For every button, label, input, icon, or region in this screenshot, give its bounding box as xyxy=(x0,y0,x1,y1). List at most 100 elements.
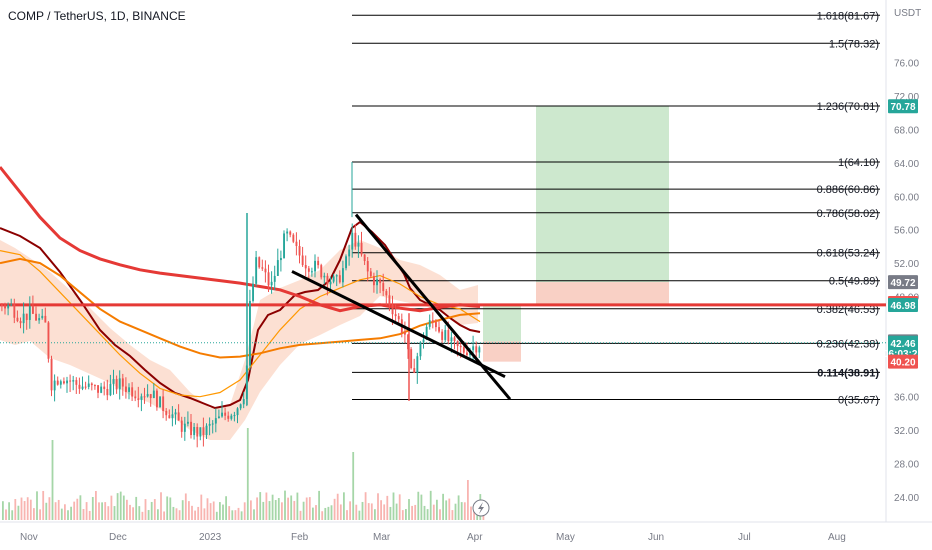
lightning-icon-bolt xyxy=(478,502,484,514)
volume-bar xyxy=(107,506,110,520)
volume-bar xyxy=(54,502,57,520)
volume-bar xyxy=(110,495,113,520)
volume-bar xyxy=(442,493,444,520)
stop-zone xyxy=(536,282,669,306)
volume-bar xyxy=(383,504,386,520)
candle-body xyxy=(50,358,53,391)
candle-body xyxy=(422,339,425,343)
volume-bar xyxy=(243,502,246,520)
volume-bar xyxy=(172,506,175,520)
series-ma-orange xyxy=(0,257,481,359)
price-badge-label: 40.20 xyxy=(890,358,915,369)
candle-body xyxy=(190,421,192,436)
volume-bar xyxy=(364,492,367,520)
volume-bar xyxy=(318,490,320,520)
time-axis-tick: 2023 xyxy=(199,532,222,543)
candle-body xyxy=(462,347,465,353)
candle-body xyxy=(438,327,440,332)
price-axis-tick: 64.00 xyxy=(894,159,919,170)
volume-bar xyxy=(250,500,252,520)
volume-bar xyxy=(432,504,435,520)
volume-bar xyxy=(225,496,227,520)
volume-bar xyxy=(203,508,206,520)
candle-body xyxy=(233,415,236,417)
price-axis-unit: USDT xyxy=(894,8,921,19)
volume-bar xyxy=(237,507,240,520)
baseline-line xyxy=(0,220,481,410)
volume-bar xyxy=(395,503,398,520)
volume-bar xyxy=(76,498,79,520)
volume-bar xyxy=(88,510,91,520)
candle-body xyxy=(59,381,62,385)
volume-bar xyxy=(2,501,4,520)
candle-body xyxy=(435,321,437,328)
volume-bar xyxy=(119,491,122,520)
volume-bar xyxy=(20,497,23,520)
volume-bar xyxy=(305,497,308,520)
candle-body xyxy=(413,368,416,373)
volume-bar xyxy=(79,495,82,520)
volume-bar xyxy=(184,493,187,520)
volume-bar xyxy=(70,506,72,520)
volume-bar xyxy=(274,500,277,520)
candle-body xyxy=(63,381,65,384)
candle-body xyxy=(270,281,273,286)
volume-bar xyxy=(95,490,97,520)
price-axis-tick: 56.00 xyxy=(894,226,919,237)
volume-bar xyxy=(219,502,221,520)
candle-body xyxy=(81,386,84,389)
candle-body xyxy=(78,384,81,389)
volume-bar xyxy=(343,492,345,520)
volume-bar xyxy=(166,496,169,520)
volume-bar xyxy=(473,510,475,520)
price-axis-tick: 24.00 xyxy=(894,493,919,504)
candle-body xyxy=(456,341,459,346)
candle-body xyxy=(342,268,344,283)
candle-body xyxy=(301,255,304,266)
volume-bar xyxy=(414,504,417,520)
candle-body xyxy=(196,426,199,437)
candle-body xyxy=(180,420,183,432)
candle-body xyxy=(444,330,447,340)
volume-bar xyxy=(302,501,305,520)
volume-bar xyxy=(386,495,389,520)
candle-body xyxy=(242,399,245,405)
candle-body xyxy=(373,276,375,286)
volume-bar xyxy=(336,493,339,520)
volume-bar xyxy=(355,504,358,520)
candle-body xyxy=(193,426,196,436)
volume-bar xyxy=(51,440,54,520)
fib-level-label: 0.5(49.89) xyxy=(829,276,879,288)
candle-body xyxy=(466,352,468,356)
volume-bar xyxy=(138,506,141,520)
volume-bar xyxy=(60,508,63,520)
candle-body xyxy=(320,265,323,278)
fib-level-label: 1.5(78.32) xyxy=(829,38,879,50)
fib-level-label: 0.236(42.38) xyxy=(817,338,879,350)
volume-bar xyxy=(377,493,379,520)
candle-body xyxy=(162,396,165,412)
candle-body xyxy=(441,331,444,340)
price-badge-label: 42.46 xyxy=(890,339,915,350)
volume-bar xyxy=(426,509,429,520)
volume-bar xyxy=(101,502,103,520)
candle-body xyxy=(428,320,431,327)
candle-body xyxy=(118,378,121,390)
candle-body xyxy=(214,418,217,424)
volume-bar xyxy=(367,503,370,520)
volume-bar xyxy=(85,502,88,520)
volume-bar xyxy=(262,501,265,520)
volume-bar xyxy=(253,509,255,520)
candle-body xyxy=(90,383,93,386)
time-axis-tick: Aug xyxy=(828,532,846,543)
candle-body xyxy=(351,232,354,250)
candle-body xyxy=(53,380,56,391)
volume-bar xyxy=(330,505,333,520)
volume-bar xyxy=(352,452,355,520)
time-axis-tick: May xyxy=(556,532,575,543)
volume-bar xyxy=(23,501,26,520)
candle-body xyxy=(32,306,34,314)
candle-body xyxy=(22,313,25,324)
candle-body xyxy=(72,380,75,382)
